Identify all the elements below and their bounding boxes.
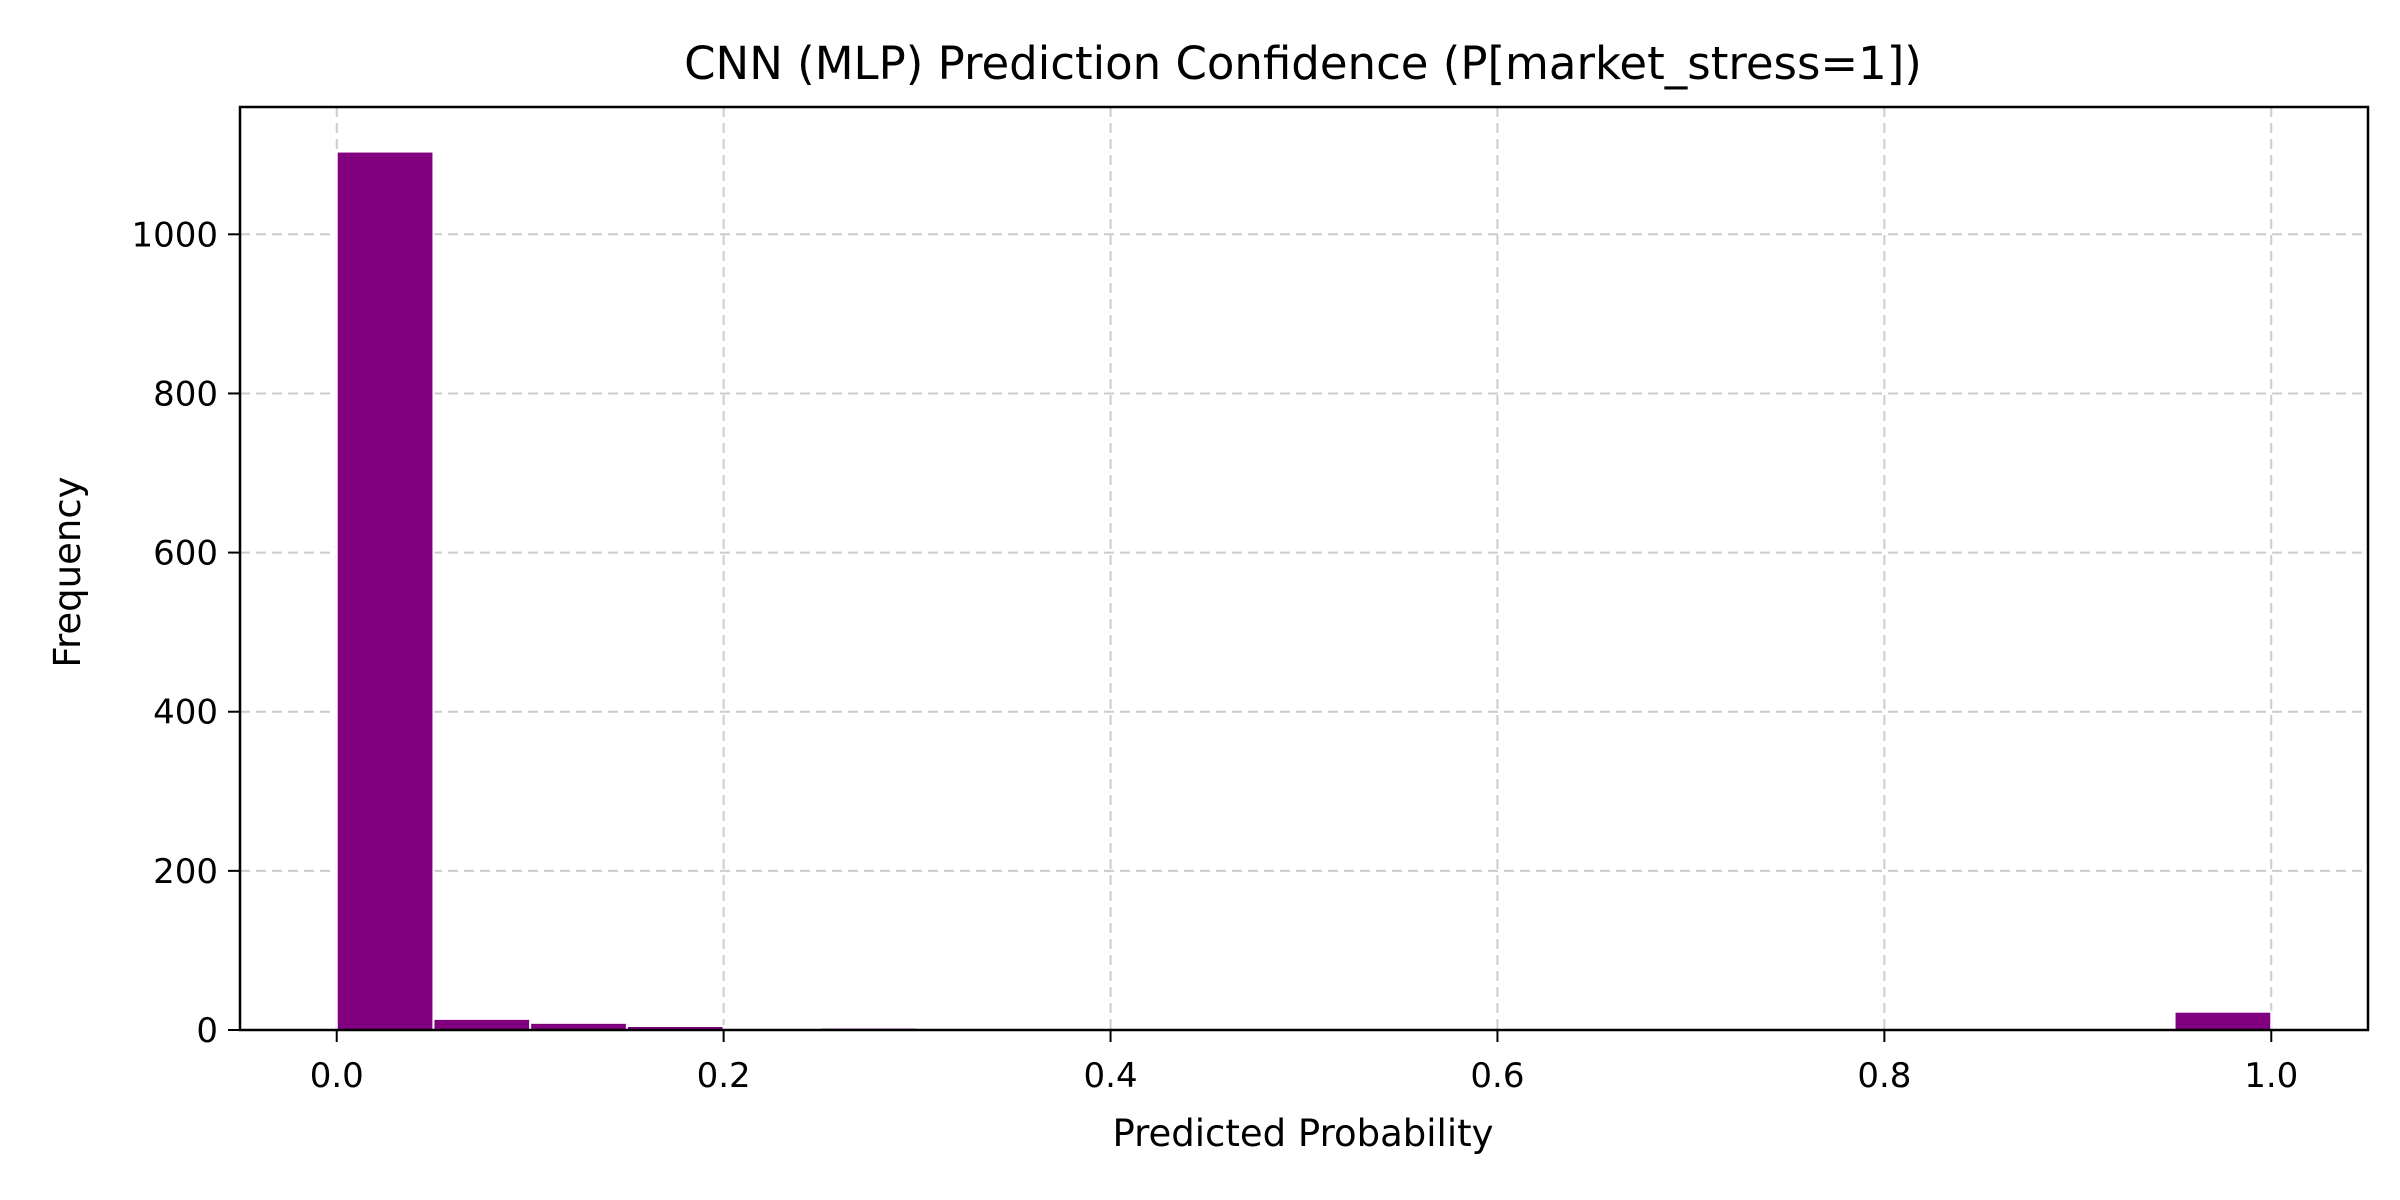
histogram-bar-1 bbox=[432, 1017, 532, 1032]
y-tick-label-1: 200 bbox=[153, 852, 218, 892]
y-axis-ticks: 0 200 400 600 800 1000 bbox=[131, 215, 240, 1051]
x-tick-label-3: 0.6 bbox=[1470, 1056, 1524, 1096]
y-tick-label-0: 0 bbox=[196, 1011, 218, 1051]
histogram-bar-19 bbox=[2173, 1010, 2273, 1032]
plot-area-frame bbox=[238, 105, 2370, 1032]
x-tick-label-1: 0.2 bbox=[697, 1056, 751, 1096]
y-tick-label-2: 400 bbox=[153, 693, 218, 733]
y-tick-label-5: 1000 bbox=[131, 215, 218, 255]
x-tick-label-5: 1.0 bbox=[2244, 1056, 2298, 1096]
y-tick-label-3: 600 bbox=[153, 534, 218, 574]
chart-title: CNN (MLP) Prediction Confidence (P[marke… bbox=[684, 37, 1922, 90]
x-tick-label-4: 0.8 bbox=[1857, 1056, 1911, 1096]
x-axis-label: Predicted Probability bbox=[1112, 1112, 1493, 1155]
x-axis-ticks: 0.0 0.2 0.4 0.6 0.8 1.0 bbox=[310, 1030, 2298, 1096]
x-tick-label-2: 0.4 bbox=[1084, 1056, 1138, 1096]
grid-lines bbox=[240, 107, 2368, 1031]
histogram-bar-0 bbox=[335, 150, 435, 1032]
y-tick-label-4: 800 bbox=[153, 374, 218, 414]
y-axis-label: Frequency bbox=[46, 476, 89, 667]
x-tick-label-0: 0.0 bbox=[310, 1056, 364, 1096]
